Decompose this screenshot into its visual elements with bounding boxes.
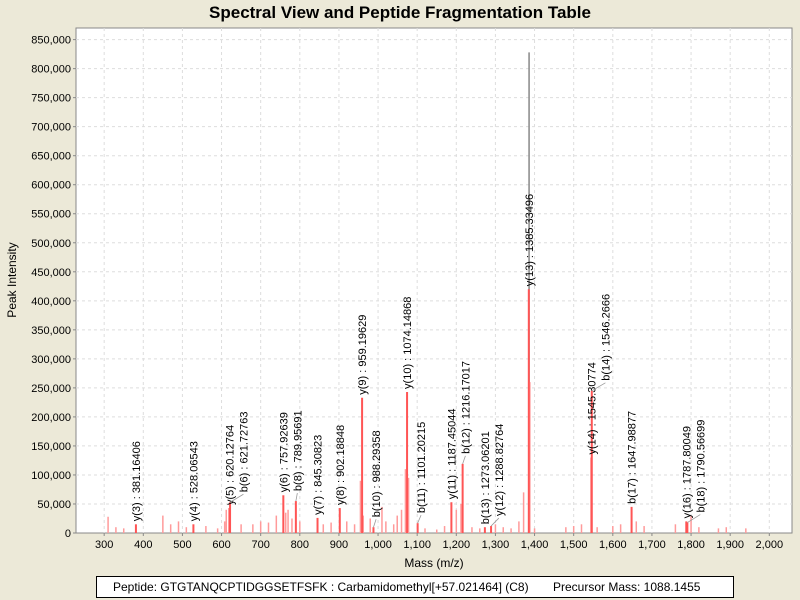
label-leader-line [591, 382, 606, 392]
peak-label: y(5) : 620.12764 [224, 425, 236, 505]
label-leader-line [229, 493, 244, 503]
peptide-info-box: Peptide: GTGTANQCPTIDGGSETFSFK : Carbami… [96, 576, 734, 598]
y-tick-label: 200,000 [31, 412, 71, 424]
chart-title: Spectral View and Peptide Fragmentation … [209, 3, 591, 22]
peak-label: y(11) : 1187.45044 [446, 409, 458, 500]
x-tick-label: 1,700 [638, 539, 666, 551]
x-tick-label: 1,600 [599, 539, 627, 551]
x-tick-label: 900 [330, 539, 348, 551]
x-tick-label: 1,900 [716, 539, 744, 551]
x-tick-label: 400 [134, 539, 152, 551]
peak-label: y(8) : 902.18848 [335, 425, 347, 505]
y-tick-label: 0 [65, 528, 71, 540]
precursor-mass-text: Precursor Mass: 1088.1455 [553, 580, 701, 594]
peak-label: b(17) : 1647.98877 [627, 411, 639, 504]
peak-label: y(10) : 1074.14868 [402, 297, 414, 389]
y-tick-label: 50,000 [37, 499, 71, 511]
y-tick-label: 100,000 [31, 470, 71, 482]
x-tick-label: 700 [251, 539, 269, 551]
peak-label: y(4) : 528.06543 [188, 441, 200, 521]
spectrum-chart: 0 50,000 100,000 150,000 200,000 250,000 300,0… [5, 27, 793, 570]
peptide-text: Peptide: GTGTANQCPTIDGGSETFSFK : Carbami… [113, 580, 529, 594]
label-leader-line [687, 514, 701, 523]
y-tick-label: 800,000 [31, 64, 71, 76]
y-tick-label: 500,000 [31, 238, 71, 250]
y-tick-label: 300,000 [31, 354, 71, 366]
label-leader-line [417, 514, 422, 524]
y-tick-label: 400,000 [31, 296, 71, 308]
peak-labels: y(3) : 381.16406 y(4) : 528.06543 y(5) : 6… [131, 194, 707, 528]
x-tick-label: 600 [212, 539, 230, 551]
x-tick-label: 1,100 [403, 539, 431, 551]
label-leader-line [462, 455, 466, 465]
peak-label: y(6) : 757.92639 [278, 412, 290, 492]
y-tick-label: 450,000 [31, 267, 71, 279]
peak-label: y(13) : 1385.33496 [524, 194, 536, 286]
peak-label: y(12) : 1288.82764 [494, 424, 506, 516]
x-tick-label: 1,400 [521, 539, 549, 551]
y-tick-label: 650,000 [31, 151, 71, 163]
peak-label: y(9) : 959.19629 [357, 315, 369, 395]
x-tick-label: 1,300 [482, 539, 510, 551]
y-tick-label: 850,000 [31, 35, 71, 47]
peak-label: y(3) : 381.16406 [131, 441, 143, 521]
y-tick-label: 550,000 [31, 209, 71, 221]
y-tick-label: 750,000 [31, 93, 71, 105]
peak-label: b(18) : 1790.56699 [695, 420, 707, 513]
x-tick-label: 2,000 [756, 539, 784, 551]
peaks [107, 52, 747, 533]
label-leader-line [373, 519, 377, 528]
y-tick-label: 250,000 [31, 383, 71, 395]
peak-label: y(7) : 845.30823 [313, 435, 325, 515]
x-tick-label: 300 [95, 539, 113, 551]
y-tick-label: 600,000 [31, 180, 71, 192]
peak-label: y(14) : 1545.30774 [586, 362, 598, 454]
y-tick-label: 350,000 [31, 325, 71, 337]
y-tick-label: 700,000 [31, 122, 71, 134]
x-tick-label: 1,200 [443, 539, 471, 551]
y-axis-label: Peak Intensity [5, 242, 19, 317]
peak-label: b(10) : 988.29358 [371, 430, 383, 517]
grid [76, 28, 792, 533]
label-leader-line [490, 517, 500, 527]
peak-label: b(8) : 789.95691 [292, 410, 304, 491]
label-leader-line [295, 493, 298, 502]
x-tick-label: 1,800 [677, 539, 705, 551]
peak-label: b(11) : 1101.20215 [416, 422, 428, 513]
x-tick-label: 1,000 [364, 539, 392, 551]
peak-label: b(6) : 621.72763 [238, 412, 250, 493]
peak-label: b(12) : 1216.17017 [460, 361, 472, 454]
x-axis-label: Mass (m/z) [404, 556, 463, 570]
peak-label: b(13) : 1273.06201 [480, 431, 492, 524]
x-tick-label: 800 [291, 539, 309, 551]
y-axis: 0 50,000 100,000 150,000 200,000 250,000 300,0… [31, 35, 76, 540]
y-tick-label: 150,000 [31, 441, 71, 453]
plot-area [75, 27, 793, 534]
peak-label: b(14) : 1546.2666 [600, 294, 612, 381]
x-axis: 300 400 500 600 700 800 900 1,000 1,100 1,200 1,30… [95, 533, 783, 551]
x-tick-label: 500 [173, 539, 191, 551]
peak-label: y(16) : 1787.80049 [681, 426, 693, 518]
x-tick-label: 1,500 [560, 539, 588, 551]
